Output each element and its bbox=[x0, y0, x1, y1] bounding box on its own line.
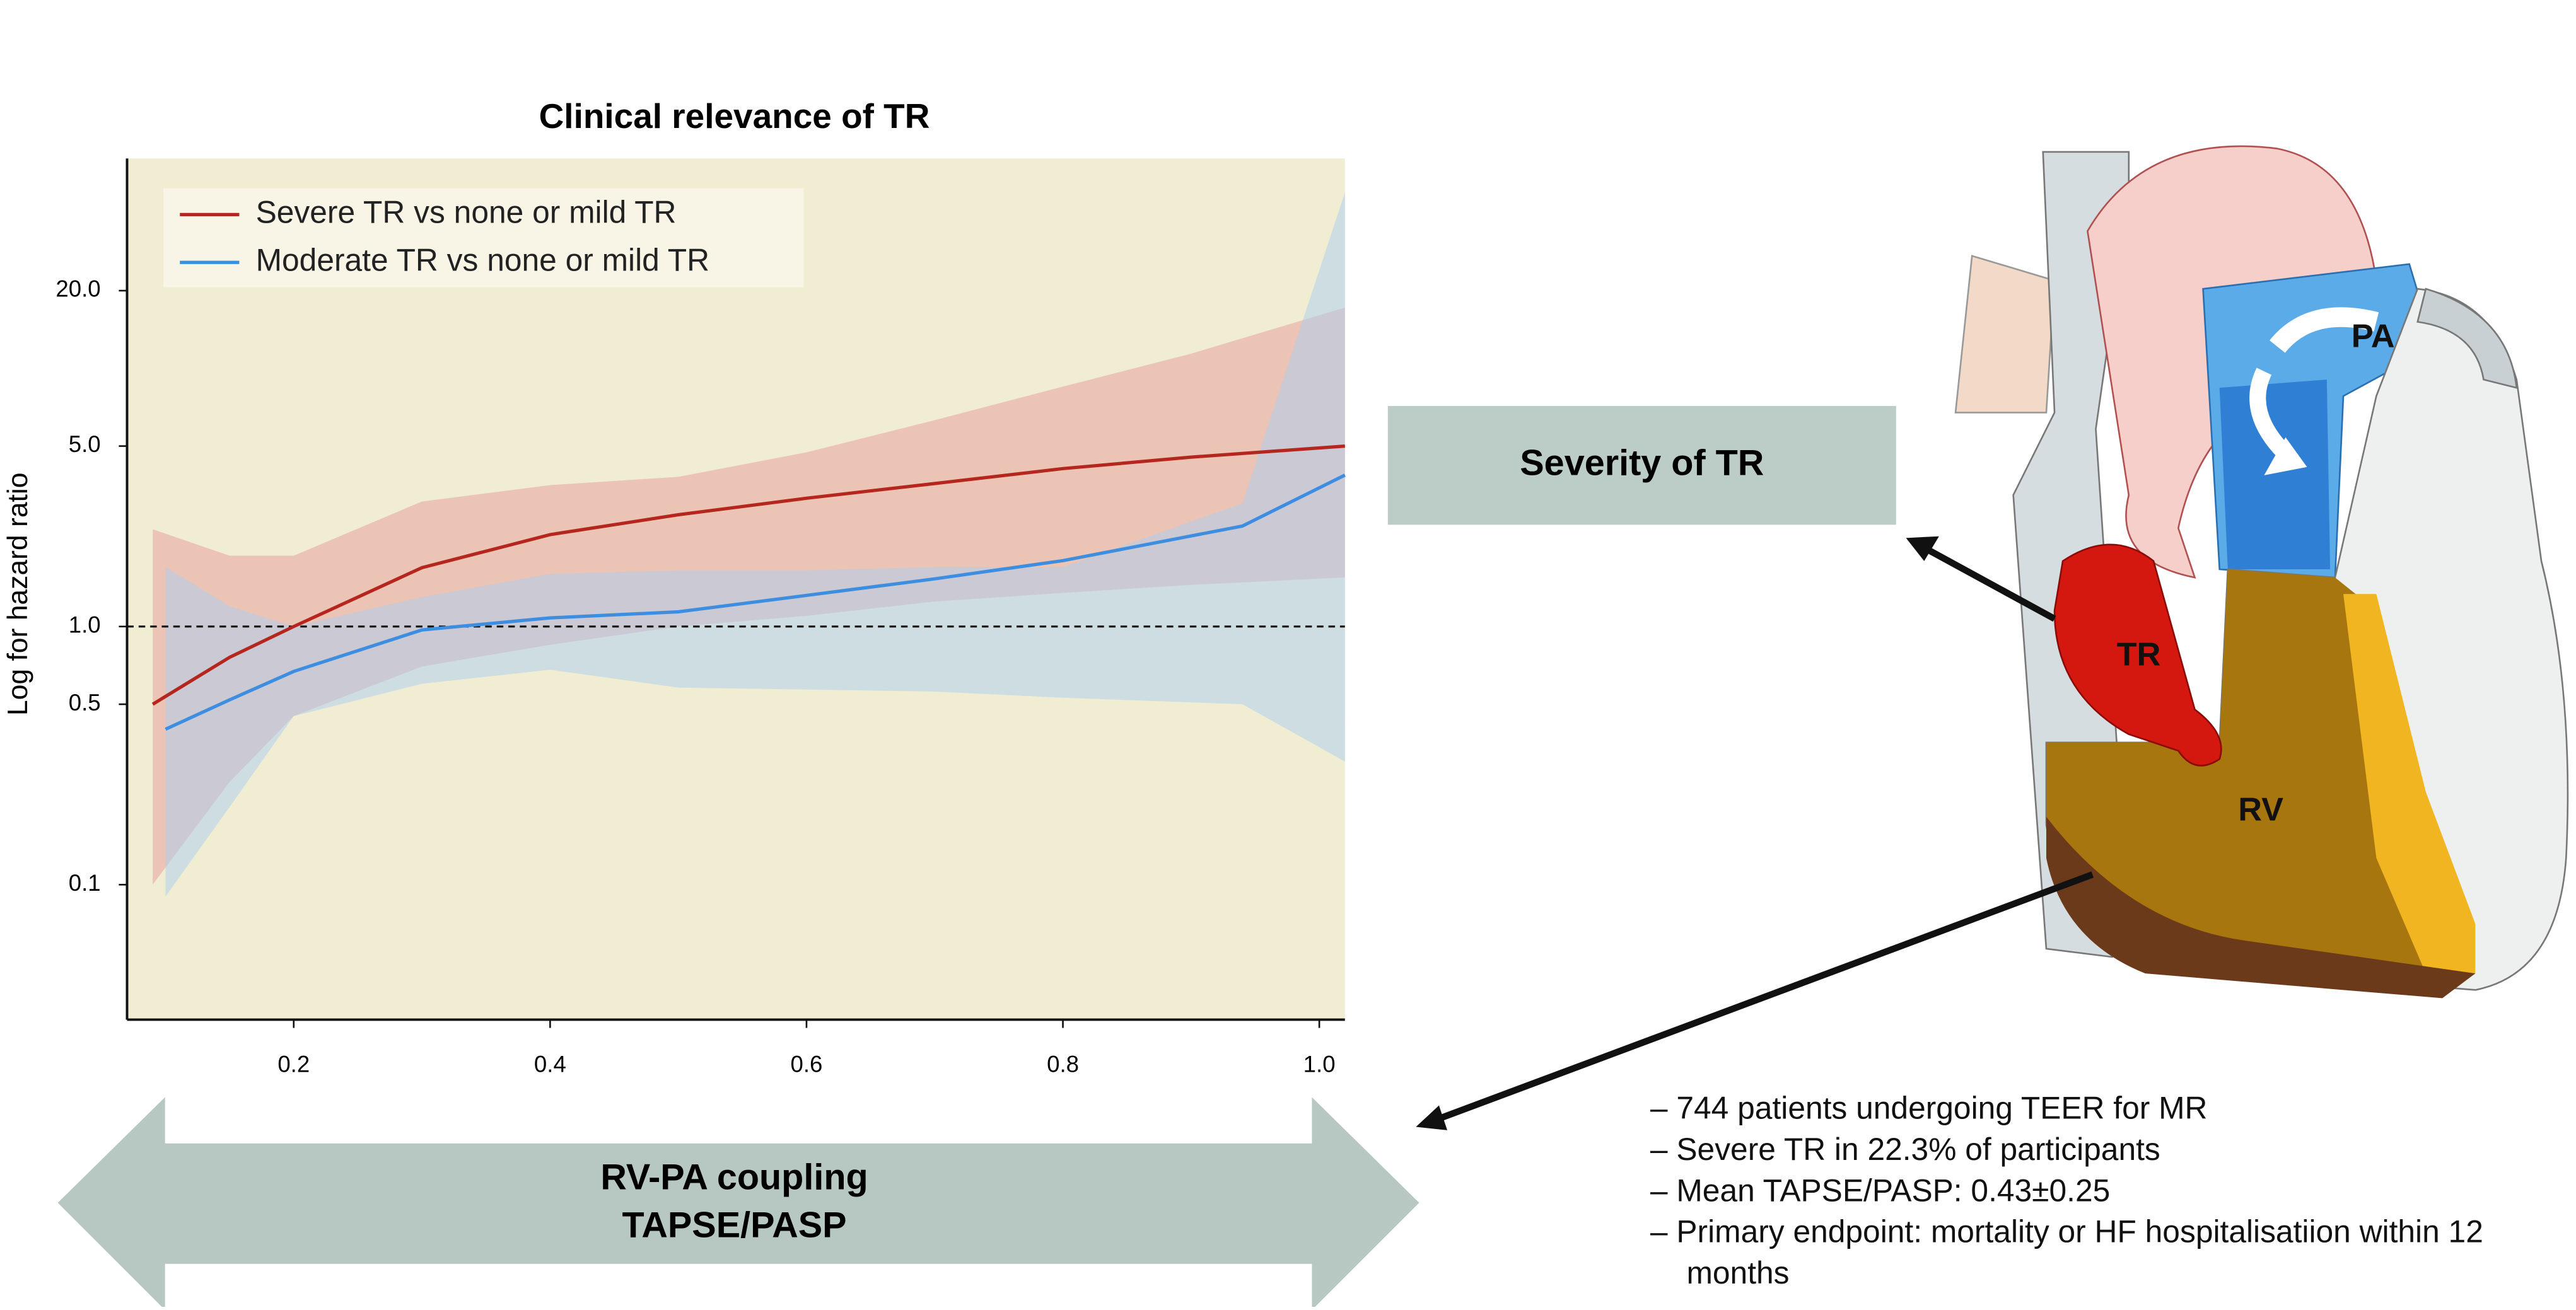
arrow-head bbox=[1416, 1105, 1448, 1130]
heart-illustration bbox=[1954, 145, 2569, 999]
chart-title: Clinical relevance of TR bbox=[539, 96, 930, 136]
legend-box bbox=[163, 188, 804, 287]
plot-area bbox=[127, 158, 1346, 1020]
legend-label: Moderate TR vs none or mild TR bbox=[256, 242, 709, 277]
x-tick-label: 0.4 bbox=[534, 1051, 566, 1077]
series-line bbox=[165, 473, 1346, 731]
x-tick-label: 0.8 bbox=[1047, 1051, 1079, 1077]
pointer-arrow bbox=[1926, 547, 2056, 622]
bullet-list-box: – 744 patients undergoing TEER for MR – S… bbox=[1650, 1089, 2541, 1295]
coupling-arrow bbox=[57, 1097, 1419, 1310]
x-tick-label: 1.0 bbox=[1303, 1051, 1336, 1077]
x-tick-label: 0.6 bbox=[790, 1051, 822, 1077]
y-tick-label: 1.0 bbox=[69, 612, 101, 637]
heart-label: PA bbox=[2352, 318, 2395, 354]
legend-label: Severe TR vs none or mild TR bbox=[256, 195, 677, 230]
y-tick-label: 5.0 bbox=[69, 431, 101, 457]
heart-label: TR bbox=[2117, 637, 2161, 673]
x-tick-label: 0.2 bbox=[277, 1051, 310, 1077]
heart-label: RV bbox=[2238, 792, 2283, 828]
bullet-item: – 744 patients undergoing TEER for MR bbox=[1650, 1092, 2208, 1127]
coupling-label: TAPSE/PASP bbox=[622, 1205, 846, 1245]
coupling-label: RV-PA coupling bbox=[600, 1157, 868, 1197]
bullet-item: – Severe TR in 22.3% of participants bbox=[1650, 1133, 2160, 1168]
y-tick-label: 0.1 bbox=[69, 870, 101, 896]
bullet-item: – Primary endpoint: mortality or HF hosp… bbox=[1650, 1215, 2483, 1292]
severity-box bbox=[1387, 405, 1896, 525]
y-tick-label: 0.5 bbox=[69, 690, 101, 716]
pointer-arrow bbox=[1438, 871, 2094, 1122]
arrow-head bbox=[1906, 536, 1939, 561]
severity-label: Severity of TR bbox=[1520, 443, 1764, 483]
bullet-item: – Mean TAPSE/PASP: 0.43±0.25 bbox=[1650, 1174, 2111, 1210]
y-axis-label: Log for hazard ratio bbox=[3, 472, 33, 716]
bullet-list: – 744 patients undergoing TEER for MR – S… bbox=[1650, 1089, 2541, 1295]
y-tick-label: 20.0 bbox=[55, 276, 100, 302]
series-line bbox=[151, 444, 1345, 706]
